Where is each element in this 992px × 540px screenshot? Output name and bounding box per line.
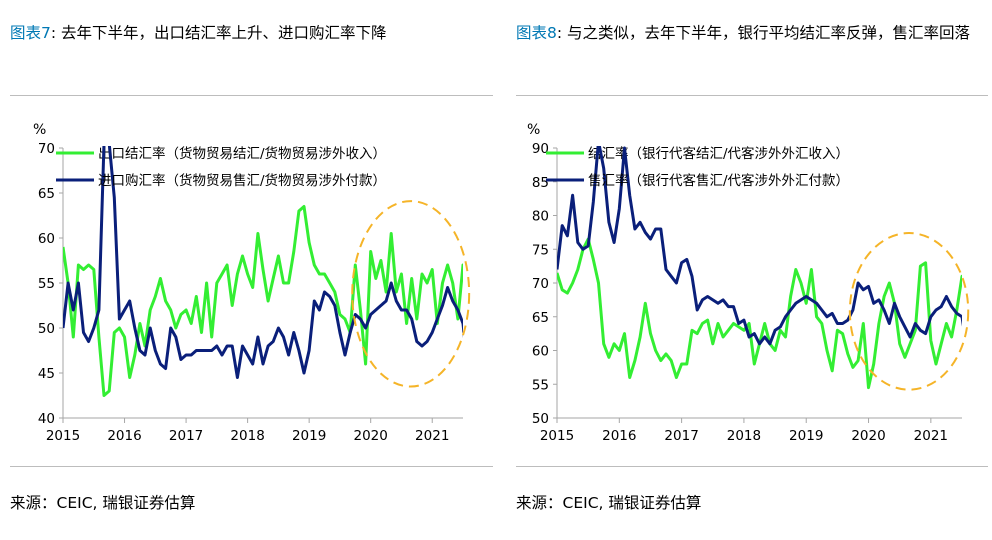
chart-export-import-ratio: % 40 45 50 55 60 65 70 2015 2016 2017 2018 2019 2020 2… [33, 122, 471, 444]
figure-title: 图表7: 去年下半年，出口结汇率上升、进口购汇率下降 [10, 20, 480, 46]
y-tick-label: 65 [38, 186, 55, 202]
legend-label: 结汇率（银行代客结汇/代客涉外外汇收入） [588, 145, 849, 162]
source-note: 来源：CEIC, 瑞银证券估算 [10, 494, 196, 512]
y-unit-label: % [527, 122, 540, 138]
y-tick-label: 90 [532, 141, 549, 157]
y-tick-label: 65 [532, 310, 549, 326]
x-tick-label: 2021 [415, 428, 449, 444]
figure-panel-right: 图表8: 与之类似，去年下半年，银行平均结汇率反弹，售汇率回落 % 50 55 60 6… [496, 0, 992, 540]
chart-bank-fx-ratio: % 50 55 60 65 70 75 80 85 90 2015 2016 2017 2018 2019 2… [527, 122, 970, 444]
x-tick-label: 2017 [664, 428, 698, 444]
x-tick-label: 2021 [914, 428, 948, 444]
y-tick-label: 40 [38, 411, 55, 427]
x-tick-label: 2020 [851, 428, 885, 444]
title-divider [516, 95, 988, 96]
figure-title: 图表8: 与之类似，去年下半年，银行平均结汇率反弹，售汇率回落 [516, 20, 986, 46]
y-tick-label: 60 [38, 231, 55, 247]
y-tick-label: 80 [532, 209, 549, 225]
figure-title-text: : 与之类似，去年下半年，银行平均结汇率反弹，售汇率回落 [556, 24, 971, 42]
y-tick-label: 70 [38, 141, 55, 157]
x-tick-label: 2018 [230, 428, 264, 444]
series-line-green [63, 205, 463, 397]
x-tick-label: 2020 [354, 428, 388, 444]
legend-label: 进口购汇率（货物贸易售汇/货物贸易涉外付款） [98, 172, 386, 189]
legend-label: 出口结汇率（货物贸易结汇/货物贸易涉外收入） [98, 145, 386, 162]
figure-number: 图表8 [516, 24, 557, 42]
figure-number: 图表7 [10, 24, 51, 42]
x-tick-label: 2019 [292, 428, 326, 444]
source-divider [516, 466, 988, 467]
y-tick-label: 55 [38, 276, 55, 292]
y-tick-label: 85 [532, 175, 549, 191]
highlight-ellipse [351, 200, 471, 388]
figure-panel-left: 图表7: 去年下半年，出口结汇率上升、进口购汇率下降 % 40 45 50 55 60 65… [10, 20, 493, 512]
x-tick-label: 2015 [46, 428, 80, 444]
y-tick-label: 55 [532, 377, 549, 393]
series-line-navy [557, 146, 962, 346]
x-tick-label: 2016 [602, 428, 636, 444]
series-line-green [557, 237, 962, 390]
y-tick-label: 50 [38, 321, 55, 337]
y-unit-label: % [33, 122, 46, 138]
legend-label: 售汇率（银行代客售汇/代客涉外外汇付款） [588, 172, 849, 189]
highlight-ellipse [848, 232, 970, 391]
y-tick-label: 60 [532, 344, 549, 360]
title-divider [10, 95, 493, 96]
x-tick-label: 2017 [169, 428, 203, 444]
y-tick-label: 45 [38, 366, 55, 382]
y-tick-label: 70 [532, 276, 549, 292]
source-note: 来源：CEIC, 瑞银证券估算 [516, 494, 702, 512]
x-tick-label: 2018 [727, 428, 761, 444]
x-tick-label: 2016 [107, 428, 141, 444]
x-tick-label: 2019 [789, 428, 823, 444]
y-tick-label: 50 [532, 411, 549, 427]
figure-title-text: : 去年下半年，出口结汇率上升、进口购汇率下降 [50, 24, 387, 42]
source-divider [10, 466, 493, 467]
x-tick-label: 2015 [540, 428, 574, 444]
series-line-navy [63, 146, 463, 379]
y-tick-label: 75 [532, 242, 549, 258]
